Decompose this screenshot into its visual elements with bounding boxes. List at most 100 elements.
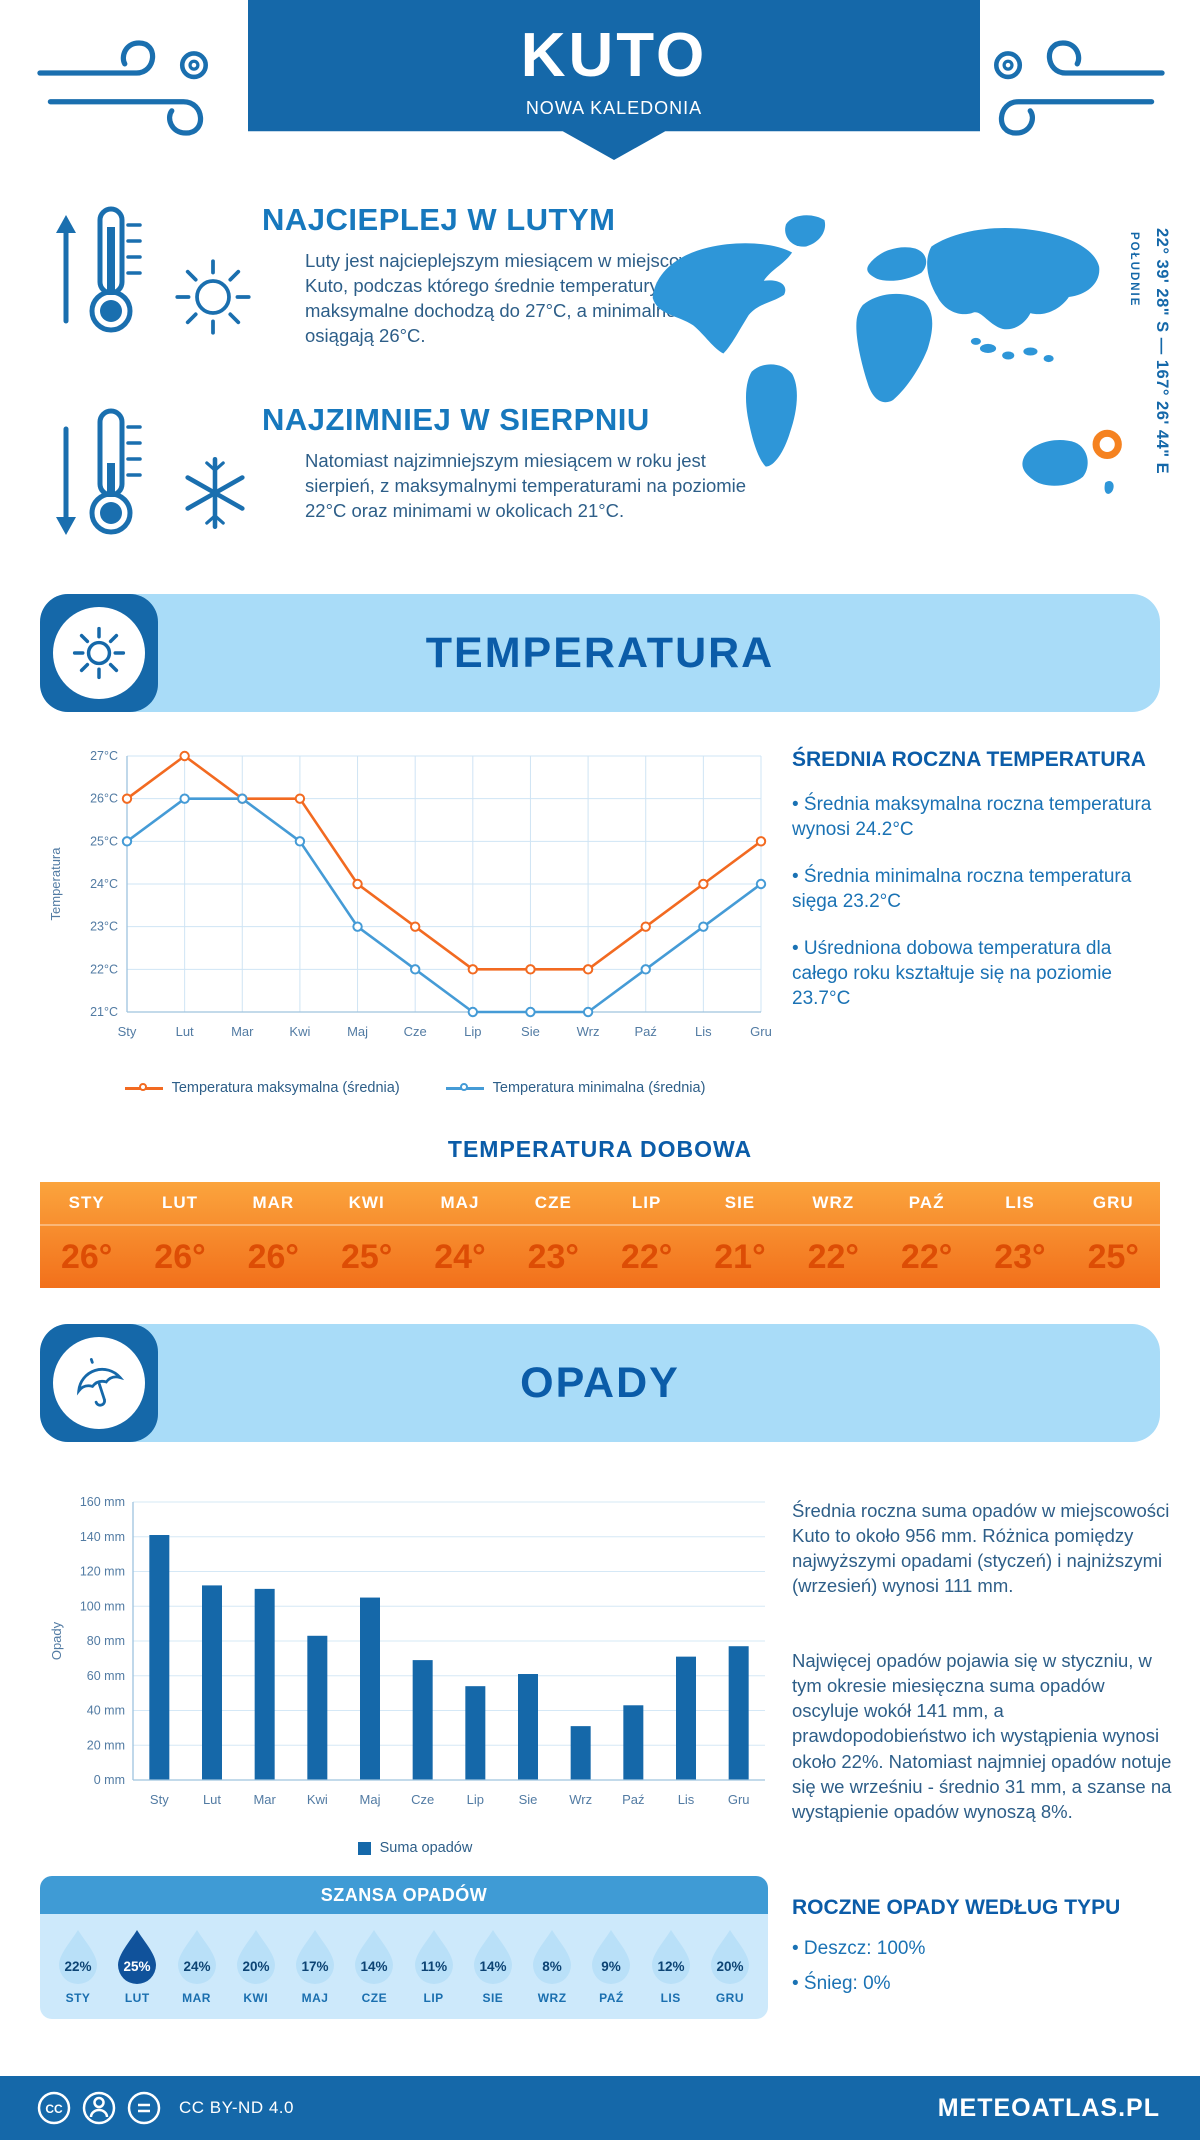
svg-text:Temperatura: Temperatura bbox=[48, 847, 63, 921]
footer: CC CC BY-ND 4.0 METEOATLAS.PL bbox=[0, 2076, 1200, 2140]
daily-month-cell: LIS bbox=[1005, 1193, 1035, 1212]
chance-drop: 20% KWI bbox=[228, 1928, 284, 2005]
svg-text:Paź: Paź bbox=[622, 1792, 644, 1807]
chance-month-label: KWI bbox=[243, 1991, 269, 2005]
raindrop-icon: 12% bbox=[651, 1930, 690, 1985]
daily-month-cell: PAŹ bbox=[908, 1193, 945, 1212]
sun-icon bbox=[175, 259, 251, 335]
svg-text:Lis: Lis bbox=[695, 1024, 712, 1039]
daily-value-cell: 24° bbox=[434, 1238, 486, 1276]
chance-drop: 9% PAŹ bbox=[583, 1928, 639, 2005]
legend-item: Suma opadów bbox=[357, 1840, 472, 1856]
chance-month-label: LUT bbox=[124, 1991, 150, 2005]
raindrop-icon: 24% bbox=[177, 1930, 216, 1985]
annual-temp-bullets: • Średnia maksymalna roczna temperatura … bbox=[792, 792, 1170, 1034]
page-subtitle: NOWA KALEDONIA bbox=[525, 98, 703, 118]
raindrop-icon: 11% bbox=[414, 1930, 453, 1985]
daily-value-cell: 23° bbox=[527, 1238, 580, 1276]
svg-text:Opady: Opady bbox=[49, 1621, 64, 1660]
umbrella-icon bbox=[76, 1358, 125, 1407]
world-map bbox=[652, 215, 1122, 494]
svg-text:Cze: Cze bbox=[404, 1024, 427, 1039]
chance-heading: SZANSA OPADÓW bbox=[40, 1876, 768, 1914]
precipitation-paragraph-2: Najwięcej opadów pojawia się w styczniu,… bbox=[792, 1650, 1172, 1822]
svg-text:25%: 25% bbox=[124, 1959, 151, 1974]
svg-text:14%: 14% bbox=[361, 1959, 388, 1974]
svg-text:Lip: Lip bbox=[467, 1792, 484, 1807]
chance-drop: 14% CZE bbox=[346, 1928, 402, 2005]
daily-month-cell: STY bbox=[68, 1193, 105, 1212]
svg-text:40 mm: 40 mm bbox=[87, 1704, 125, 1718]
daily-temp-heading: TEMPERATURA DOBOWA bbox=[447, 1136, 753, 1162]
svg-text:CC: CC bbox=[45, 2102, 63, 2116]
svg-text:80 mm: 80 mm bbox=[87, 1634, 125, 1648]
daily-value-cell: 25° bbox=[1087, 1238, 1139, 1276]
raindrop-icon: 20% bbox=[236, 1930, 275, 1985]
chance-month-label: GRU bbox=[715, 1991, 744, 2005]
band-icon-circle bbox=[53, 1337, 145, 1429]
raindrop-icon: 14% bbox=[355, 1930, 394, 1985]
temperature-section-band: TEMPERATURA bbox=[40, 594, 1160, 712]
daily-value-cell: 22° bbox=[620, 1238, 673, 1276]
daily-months: STY LUT MAR KWI MAJ CZE LIP SIE WRZ PAŹ LIS GRU bbox=[40, 1182, 1160, 1226]
chance-month-label: LIS bbox=[660, 1991, 681, 2005]
daily-value-cell: 25° bbox=[340, 1238, 393, 1276]
svg-text:20%: 20% bbox=[716, 1959, 743, 1974]
daily-month-cell: LIP bbox=[631, 1193, 662, 1212]
svg-text:22°C: 22°C bbox=[90, 962, 118, 976]
cc-icon: CC bbox=[37, 2091, 71, 2125]
svg-text:120 mm: 120 mm bbox=[80, 1565, 125, 1579]
raindrop-icon: 17% bbox=[296, 1930, 335, 1985]
svg-text:21°C: 21°C bbox=[90, 1005, 118, 1019]
coordinates-label: 22° 39' 28" S — 167° 26' 44" E bbox=[1153, 228, 1171, 475]
cold-month-text: Natomiast najzimniejszym miesiącem w rok… bbox=[305, 450, 747, 522]
svg-text:14%: 14% bbox=[479, 1959, 506, 1974]
svg-text:Wrz: Wrz bbox=[569, 1792, 592, 1807]
warm-month-heading: NAJCIEPLEJ W LUTYM bbox=[262, 202, 616, 237]
temperature-chart: 21°C 22°C 23°C 24°C 25°C 26°C 27°C Sty Lut Mar Kwi… bbox=[48, 749, 772, 1039]
daily-value-cell: 26° bbox=[247, 1238, 300, 1276]
daily-month-cell: MAJ bbox=[440, 1193, 480, 1212]
svg-text:Cze: Cze bbox=[411, 1792, 434, 1807]
svg-text:20%: 20% bbox=[242, 1959, 269, 1974]
cold-month-heading: NAJZIMNIEJ W SIERPNIU bbox=[262, 402, 650, 437]
sun-icon bbox=[72, 626, 126, 680]
raindrop-icon: 25% bbox=[118, 1930, 157, 1985]
type-bullet: • Śnieg: 0% bbox=[792, 1973, 891, 1995]
chance-month-label: PAŹ bbox=[599, 1991, 624, 2005]
svg-text:Sty: Sty bbox=[118, 1024, 137, 1039]
wind-icon bbox=[994, 40, 1165, 136]
svg-text:0 mm: 0 mm bbox=[94, 1773, 125, 1787]
svg-text:Gru: Gru bbox=[728, 1792, 750, 1807]
svg-text:24%: 24% bbox=[183, 1959, 210, 1974]
annual-temp-heading: ŚREDNIA ROCZNA TEMPERATURA bbox=[792, 748, 1146, 771]
svg-text:12%: 12% bbox=[657, 1959, 684, 1974]
svg-text:160 mm: 160 mm bbox=[80, 1495, 125, 1509]
thermometer-cold-icon bbox=[56, 408, 142, 535]
svg-text:Paź: Paź bbox=[635, 1024, 657, 1039]
daily-month-cell: MAR bbox=[252, 1193, 295, 1212]
temp-legend: Temperatura maksymalna (średnia) Temperat… bbox=[45, 1080, 785, 1096]
svg-text:22%: 22% bbox=[64, 1959, 91, 1974]
svg-text:Gru: Gru bbox=[750, 1024, 772, 1039]
rain-legend: Suma opadów bbox=[45, 1840, 785, 1856]
raindrop-icon: 20% bbox=[710, 1930, 749, 1985]
chance-drop: 22% STY bbox=[50, 1928, 106, 2005]
svg-text:Maj: Maj bbox=[360, 1792, 381, 1807]
svg-text:27°C: 27°C bbox=[90, 749, 118, 763]
license-label: CC BY-ND 4.0 bbox=[179, 2098, 294, 2117]
svg-text:23°C: 23°C bbox=[90, 920, 118, 934]
chance-drop: 24% MAR bbox=[169, 1928, 225, 2005]
svg-text:26°C: 26°C bbox=[90, 792, 118, 806]
raindrop-icon: 14% bbox=[473, 1930, 512, 1985]
daily-value-cell: 26° bbox=[154, 1238, 206, 1276]
location-marker bbox=[1092, 429, 1122, 460]
brand-link[interactable]: METEOATLAS.PL bbox=[937, 2093, 1160, 2122]
svg-text:Lip: Lip bbox=[464, 1024, 481, 1039]
daily-value-cell: 26° bbox=[60, 1238, 113, 1276]
legend-item: Temperatura maksymalna (średnia) bbox=[124, 1080, 400, 1096]
daily-value-cell: 22° bbox=[900, 1238, 953, 1276]
license-link[interactable]: CC CC BY-ND 4.0 bbox=[36, 2090, 294, 2126]
svg-text:140 mm: 140 mm bbox=[80, 1530, 125, 1544]
